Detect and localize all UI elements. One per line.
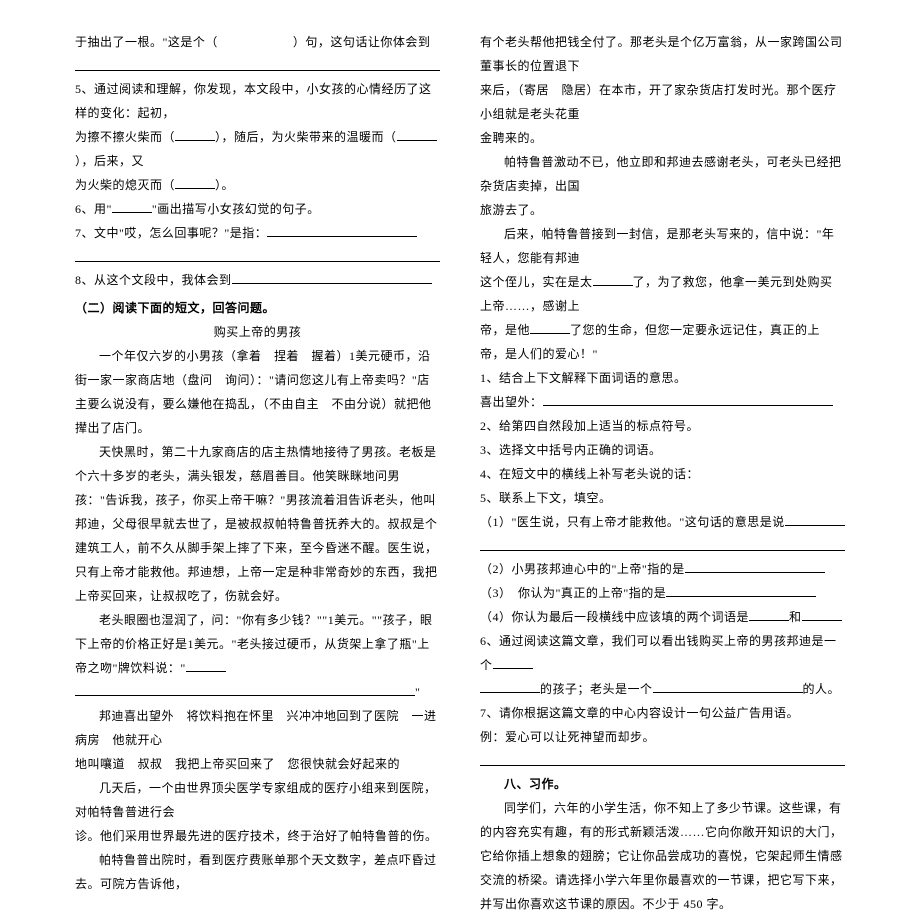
- question: 4、在短文中的横线上补写老头说的话：: [480, 462, 845, 486]
- section-heading: （二）阅读下面的短文，回答问题。: [75, 296, 440, 320]
- blank: [232, 283, 432, 284]
- text: ）。: [215, 178, 234, 192]
- text: （2）小男孩邦迪心中的"上帝"指的是: [480, 557, 845, 581]
- text: 为擦不擦火柴而（ ），随后，为火柴带来的温暖而（ ），后来，又: [75, 125, 440, 173]
- blank: [666, 596, 816, 597]
- text: 和: [789, 610, 802, 624]
- question: 2、给第四自然段加上适当的标点符号。: [480, 414, 845, 438]
- text: 了您的生命，但您一定要永远记住，真正的上帝，是人们的爱心！": [480, 323, 820, 361]
- blank: [267, 236, 417, 237]
- text: 旅游去了。: [480, 198, 845, 222]
- text: （3） 你认为"真正的上帝"指的是: [480, 586, 666, 600]
- blank-line: [75, 54, 440, 71]
- text: 7、文中"哎，怎么回事呢？"是指：: [75, 226, 267, 240]
- left-column: 于抽出了一根。"这是个（ ）句，这句话让你体会到 5、通过阅读和理解，你发现，本…: [75, 30, 440, 916]
- text: 来后，（寄居 隐居）在本市，开了家杂货店打发时光。那个医疗小组就是老头花重: [480, 78, 845, 126]
- paragraph: 邦迪喜出望外 将饮料抱在怀里 兴冲冲地回到了医院 一进病房 他就开心: [75, 704, 440, 752]
- paragraph: 同学们，六年的小学生活，你不知上了多少节课。这些课，有的内容充实有趣，有的形式新…: [480, 796, 845, 916]
- question: 7、请你根据这篇文章的中心内容设计一句公益广告用语。: [480, 701, 845, 725]
- text: 帝，是他了您的生命，但您一定要永远记住，真正的上帝，是人们的爱心！": [480, 318, 845, 366]
- text: （3） 你认为"真正的上帝"指的是: [480, 581, 845, 605]
- blank-line: [75, 245, 440, 262]
- question: 1、结合上下文解释下面词语的意思。: [480, 366, 845, 390]
- blank: [802, 620, 842, 621]
- text: （4）你认为最后一段横线中应该填的两个词语是: [480, 610, 749, 624]
- blank: [749, 620, 789, 621]
- text: （2）小男孩邦迪心中的"上帝"指的是: [480, 562, 685, 576]
- text: 于抽出了一根。"这是个（ ）句，这句话让你体会到: [75, 30, 440, 54]
- text: 有个老头帮他把钱全付了。那老头是个亿万富翁，从一家跨国公司董事长的位置退下: [480, 30, 845, 78]
- blank: [75, 695, 415, 696]
- paragraph: 一个年仅六岁的小男孩（拿着 捏着 握着）1美元硬币，沿街一家一家商店地（盘问 询…: [75, 344, 440, 440]
- text: ），后来，又: [75, 154, 144, 168]
- paragraph: 几天后，一个由世界顶尖医学专家组成的医疗小组来到医院，对帕特鲁普进行会: [75, 776, 440, 824]
- text: 8、从这个文段中，我体会到: [75, 273, 232, 287]
- text: 喜出望外：: [480, 390, 845, 414]
- paragraph: 帕特鲁普出院时，看到医疗费账单那个天文数字，差点吓昏过去。可院方告诉他，: [75, 848, 440, 896]
- text: 这个侄儿，实在是太: [480, 275, 593, 289]
- text: 这个侄儿，实在是太了，为了救您，他拿一美元到处购买上帝……，感谢上: [480, 270, 845, 318]
- text: 帝，是他: [480, 323, 530, 337]
- text: （4）你认为最后一段横线中应该填的两个词语是 和: [480, 605, 845, 629]
- text: 例：爱心可以让死神望而却步。: [480, 725, 845, 749]
- blank: [653, 692, 803, 693]
- blank: [685, 572, 825, 573]
- question: 5、联系上下文，填空。: [480, 486, 845, 510]
- paragraph: 诊。他们采用世界最先进的医疗技术，终于治好了帕特鲁普的伤。: [75, 824, 440, 848]
- text: 老头眼圈也湿润了，问："你有多少钱？""1美元。""孩子，眼下上帝的价格正好是1…: [75, 613, 433, 675]
- text: 6、通过阅读这篇文章，我们可以看出钱购买上帝的男孩邦迪是一个: [480, 629, 845, 677]
- text: 帕特鲁普激动不已，他立即和邦迪去感谢老头，可老头已经把杂货店卖掉，出国: [480, 150, 845, 198]
- blank: [480, 692, 540, 693]
- blank: [175, 140, 215, 141]
- story-title: 购买上帝的男孩: [75, 320, 440, 344]
- text: 的孩子；老头是一个: [540, 682, 653, 696]
- text: ），随后，为火柴带来的温暖而（: [215, 130, 397, 144]
- text: （1）"医生说，只有上帝才能救他。"这句话的意思是说: [480, 510, 845, 534]
- text: （1）"医生说，只有上帝才能救他。"这句话的意思是说: [480, 515, 785, 529]
- text: 为火柴的熄灭而（ ）。: [75, 173, 440, 197]
- blank: [543, 405, 833, 406]
- text: 金聘来的。: [480, 126, 845, 150]
- blank: [112, 212, 152, 213]
- text: 的孩子；老头是一个 的人。: [480, 677, 845, 701]
- paragraph: 老头眼圈也湿润了，问："你有多少钱？""1美元。""孩子，眼下上帝的价格正好是1…: [75, 608, 440, 680]
- text: ": [415, 685, 420, 699]
- text: 为火柴的熄灭而（: [75, 178, 175, 192]
- text: 6、用": [75, 202, 112, 216]
- blank: [186, 671, 226, 672]
- question: 3、选择文中括号内正确的词语。: [480, 438, 845, 462]
- text: ": [75, 680, 440, 704]
- paragraph: 天快黑时，第二十九家商店的店主热情地接待了男孩。老板是个六十多岁的老头，满头银发…: [75, 440, 440, 608]
- blank: [493, 668, 533, 669]
- right-column: 有个老头帮他把钱全付了。那老头是个亿万富翁，从一家跨国公司董事长的位置退下 来后…: [480, 30, 845, 916]
- blank: [785, 525, 845, 526]
- paragraph: 地叫嚷道 叔叔 我把上帝买回来了 您很快就会好起来的: [75, 752, 440, 776]
- text: 8、从这个文段中，我体会到: [75, 268, 440, 292]
- text: 6、通过阅读这篇文章，我们可以看出钱购买上帝的男孩邦迪是一个: [480, 634, 837, 672]
- blank: [175, 188, 215, 189]
- text: 的人。: [803, 682, 841, 696]
- section-heading: 八、习作。: [480, 772, 845, 796]
- text: 7、文中"哎，怎么回事呢？"是指：: [75, 221, 440, 245]
- text: 后来，帕特鲁普接到一封信，是那老头写来的，信中说："年轻人，您能有邦迪: [480, 222, 845, 270]
- blank: [593, 285, 633, 286]
- text: 5、通过阅读和理解，你发现，本文段中，小女孩的心情经历了这样的变化：起初，: [75, 77, 440, 125]
- text: "画出描写小女孩幻觉的句子。: [152, 202, 320, 216]
- blank-line: [480, 534, 845, 551]
- text: 为擦不擦火柴而（: [75, 130, 175, 144]
- text: 6、用" "画出描写小女孩幻觉的句子。: [75, 197, 440, 221]
- blank-line: [480, 749, 845, 766]
- blank: [397, 140, 437, 141]
- blank: [530, 333, 570, 334]
- text: 喜出望外：: [480, 395, 543, 409]
